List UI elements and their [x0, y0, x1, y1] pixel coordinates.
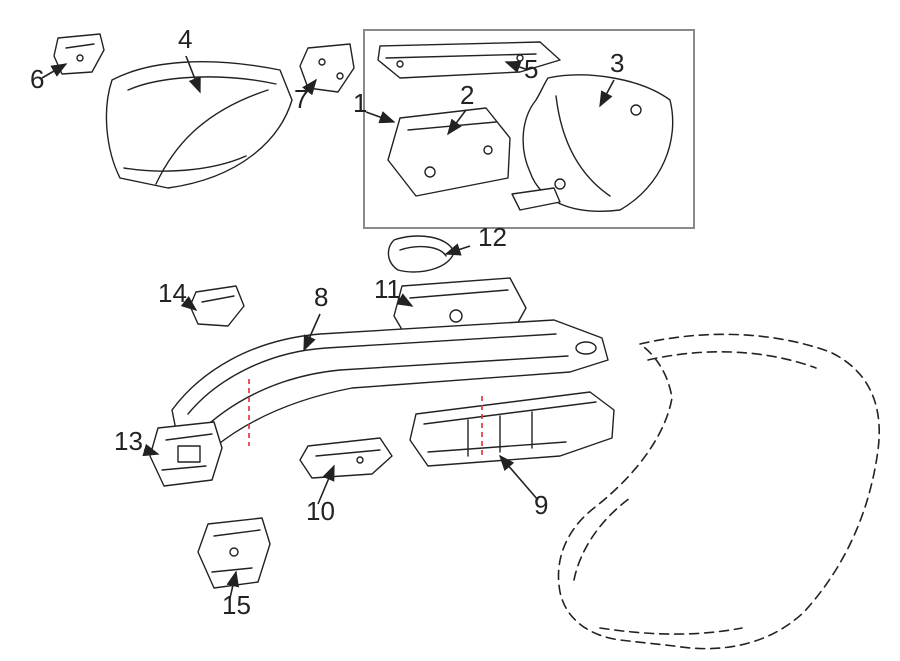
callout-label-11: 11	[374, 274, 401, 304]
callout-label-3: 3	[610, 48, 624, 78]
part-2	[388, 108, 510, 196]
context-fender-outline	[558, 334, 879, 648]
part-12	[388, 236, 454, 272]
callout-label-1: 1	[353, 88, 367, 118]
callout-label-12: 12	[478, 222, 507, 252]
callout-label-9: 9	[534, 490, 548, 520]
callout-label-6: 6	[30, 64, 44, 94]
parts-diagram: 123456789101112131415	[0, 0, 900, 661]
callout-label-7: 7	[294, 84, 308, 114]
callout-label-5: 5	[524, 54, 538, 84]
part-group-fragment	[512, 188, 560, 210]
callout-label-4: 4	[178, 24, 192, 54]
part-9	[410, 392, 614, 466]
callout-label-15: 15	[222, 590, 251, 620]
callout-arrow	[366, 112, 394, 122]
callout-label-14: 14	[158, 278, 187, 308]
callout-label-2: 2	[460, 80, 474, 110]
callout-label-8: 8	[314, 282, 328, 312]
part-6	[54, 34, 104, 74]
callout-label-13: 13	[114, 426, 143, 456]
part-10	[300, 438, 392, 478]
callout-label-10: 10	[306, 496, 335, 526]
part-14	[190, 286, 244, 326]
callout-arrow	[500, 456, 538, 500]
part-13	[150, 422, 222, 486]
part-4	[106, 62, 292, 188]
